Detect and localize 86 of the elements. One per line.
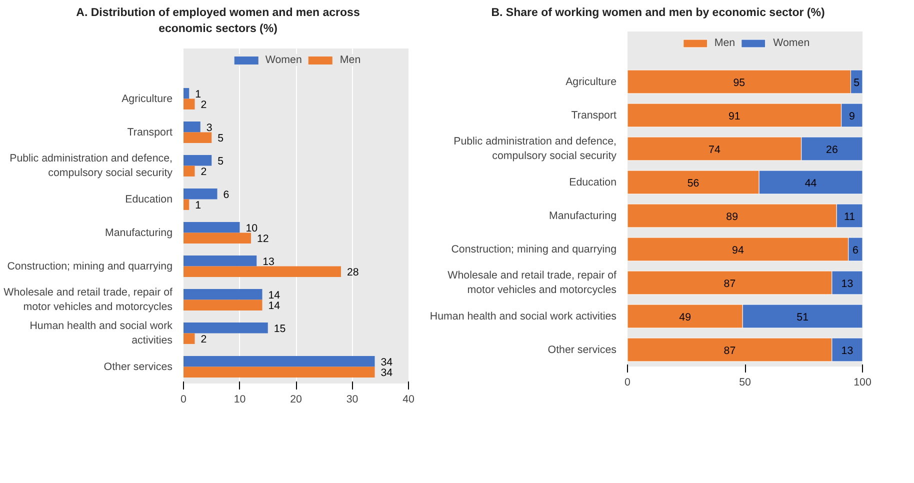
bar (184, 199, 190, 210)
x-tick-label: 30 (346, 393, 358, 406)
y-tick-label: Public administration and defence, compulsory social security (10, 152, 174, 179)
y-tick-label: Manufacturing (548, 210, 617, 222)
data-label: 15 (274, 322, 286, 335)
y-tick-label: Agriculture (566, 76, 617, 88)
y-tick-label: Other services (548, 344, 617, 356)
y-tick-label: Transport (571, 110, 617, 122)
data-label: 44 (804, 178, 817, 190)
y-tick-label: Education (125, 193, 173, 206)
x-tick-label: 20 (290, 393, 302, 406)
data-label: 1 (195, 199, 202, 212)
data-label: 49 (679, 312, 692, 324)
y-tick-label: Agriculture (122, 92, 173, 105)
data-label: 28 (347, 266, 359, 278)
data-label: 5 (218, 132, 224, 144)
x-tick-label: 0 (180, 393, 187, 406)
x-tick-label: 50 (739, 376, 751, 389)
y-tick-label: Education (569, 176, 617, 189)
bar (184, 232, 251, 244)
data-label: 9 (848, 110, 855, 123)
bar (184, 356, 375, 367)
data-label: 6 (223, 188, 230, 201)
data-label: 51 (796, 312, 809, 324)
bar (184, 166, 195, 176)
y-tick-label: Wholesale and retail trade, repair of motor vehicles and motorcycles (4, 286, 173, 313)
data-label: 95 (733, 77, 746, 90)
data-label: 2 (200, 98, 207, 111)
data-label: 12 (257, 232, 269, 245)
bar (184, 333, 195, 344)
legend-label: Men (714, 37, 736, 50)
bar (184, 322, 268, 334)
chart-title: A. Distribution of employed women and men across economic sectors (%) (76, 6, 360, 38)
data-label: 1 (195, 88, 202, 100)
data-label: 5 (854, 77, 860, 90)
x-tick-label: 100 (854, 376, 872, 389)
bar (184, 188, 218, 200)
data-label: 2 (200, 333, 207, 346)
bar (184, 222, 240, 233)
y-tick-label: Public administration and defence, compulsory social security (454, 136, 618, 162)
data-label: 13 (841, 278, 854, 290)
data-label: 13 (841, 345, 854, 358)
x-tick-label: 40 (402, 393, 414, 406)
y-tick-label: Construction; mining and quarrying (7, 260, 173, 272)
legend-label: Women (265, 54, 302, 66)
data-label: 11 (844, 211, 856, 224)
data-label: 2 (200, 166, 207, 178)
x-tick-label: 0 (624, 376, 631, 389)
data-label: 87 (724, 345, 736, 358)
bar (184, 255, 257, 266)
data-label: 94 (732, 244, 744, 257)
bar (184, 366, 375, 378)
y-tick-label: Wholesale and retail trade, repair of motor vehicles and motorcycles (448, 270, 617, 296)
data-label: 13 (262, 256, 275, 268)
y-tick-label: Other services (104, 360, 173, 373)
data-label: 6 (852, 244, 858, 257)
bar (184, 132, 212, 143)
data-label: 87 (724, 278, 736, 290)
data-label: 89 (726, 211, 738, 224)
bar (184, 98, 195, 110)
y-tick-label: Manufacturing (104, 226, 173, 239)
bar (184, 300, 262, 310)
data-label: 14 (268, 300, 280, 312)
data-label: 10 (246, 222, 258, 234)
data-label: 3 (206, 122, 212, 134)
data-label: 5 (218, 155, 224, 168)
data-label: 91 (728, 110, 740, 123)
legend-label: Men (340, 54, 361, 66)
y-tick-label: Construction; mining and quarrying (451, 244, 617, 256)
data-label: 34 (380, 356, 393, 368)
bar (184, 154, 212, 166)
chart-title: B. Share of working women and men by economic sector (%) (491, 6, 825, 21)
data-label: 34 (380, 366, 393, 379)
data-label: 26 (826, 144, 838, 156)
bar (184, 121, 200, 132)
y-tick-label: Human health and social work activities (30, 320, 174, 346)
data-label: 56 (687, 178, 700, 190)
bar (184, 266, 341, 277)
data-label: 74 (708, 144, 720, 156)
x-tick-label: 10 (234, 393, 246, 406)
legend-label: Women (773, 37, 810, 50)
y-tick-label: Transport (127, 126, 173, 138)
y-tick-label: Human health and social work activities (430, 310, 617, 323)
bar (184, 288, 262, 300)
bar (184, 88, 190, 99)
data-label: 14 (268, 289, 280, 302)
